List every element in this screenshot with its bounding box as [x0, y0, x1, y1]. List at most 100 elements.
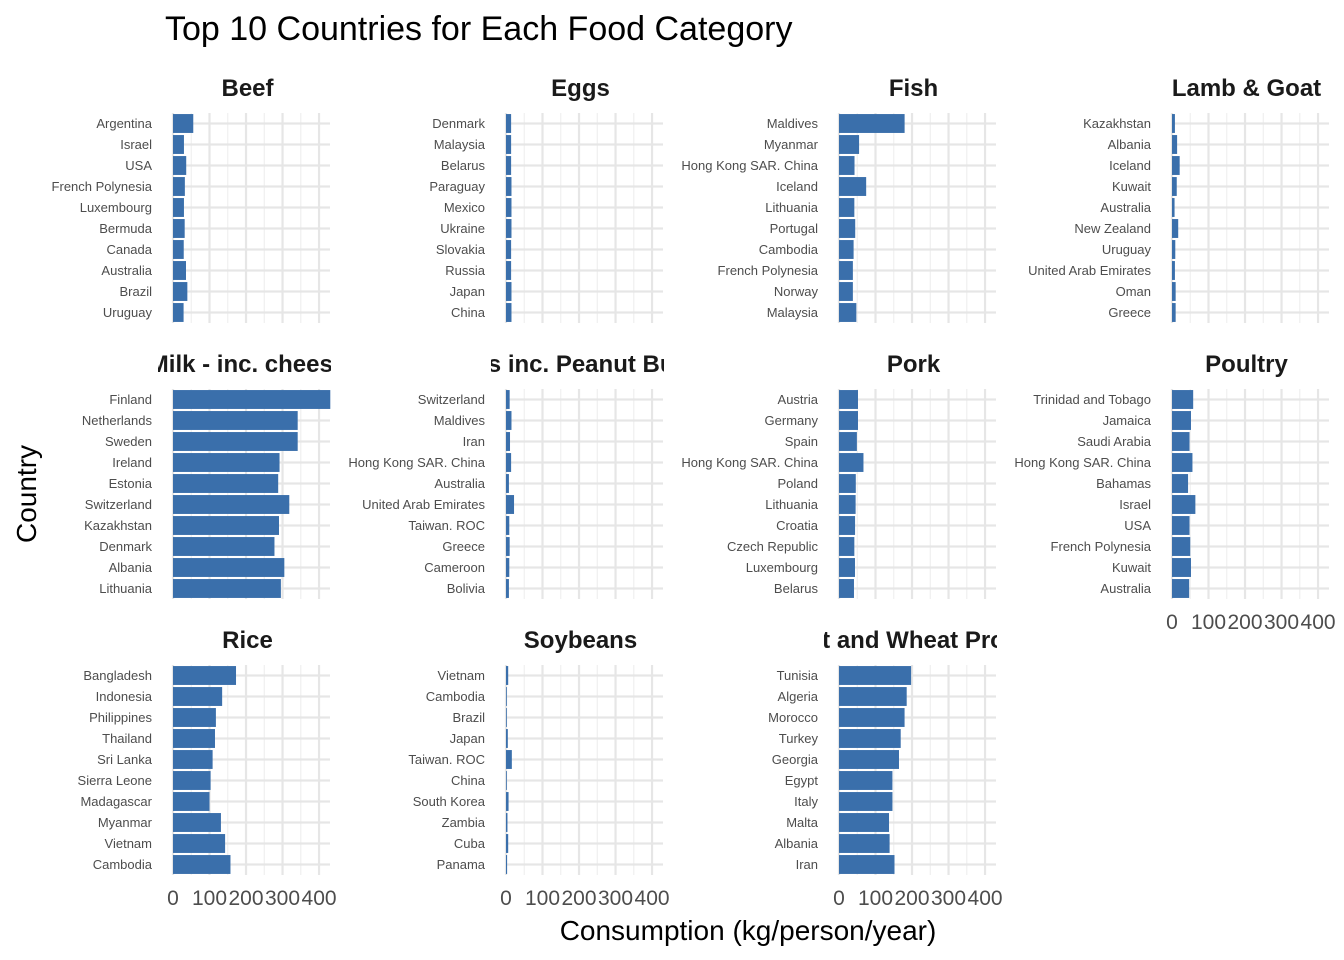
- category-label: Albania: [109, 560, 153, 575]
- bar: [839, 198, 855, 217]
- x-tick-label: 0: [1166, 611, 1178, 634]
- bar: [506, 198, 512, 217]
- bar: [173, 453, 280, 472]
- bar: [1172, 156, 1180, 175]
- category-label: China: [451, 305, 486, 320]
- category-label: Hong Kong SAR. China: [681, 455, 818, 470]
- facet-panel-pork: Pork Austria Germany Spain Hong Kong SAR. Ch…: [681, 351, 996, 599]
- category-label: Argentina: [96, 116, 152, 131]
- bar: [839, 219, 856, 238]
- facet-strip-label: Rice: [222, 627, 273, 654]
- category-label: Panama: [437, 857, 486, 872]
- bar: [506, 240, 512, 259]
- bar: [1172, 198, 1175, 217]
- bar: [839, 666, 912, 685]
- x-axis-title: Consumption (kg/person/year): [560, 915, 937, 946]
- category-label: Uruguay: [103, 305, 153, 320]
- category-label: Australia: [434, 476, 485, 491]
- bar: [1172, 219, 1179, 238]
- bar: [173, 390, 331, 409]
- category-label: Jamaica: [1103, 413, 1152, 428]
- category-label: New Zealand: [1074, 221, 1151, 236]
- category-label: Trinidad and Tobago: [1033, 392, 1151, 407]
- facet-strip-label: Pork: [887, 351, 941, 378]
- bar: [839, 792, 893, 811]
- category-label: United Arab Emirates: [362, 497, 485, 512]
- category-label: Luxembourg: [746, 560, 818, 575]
- category-label: Australia: [1100, 581, 1151, 596]
- category-label: Kuwait: [1112, 179, 1151, 194]
- bar: [506, 516, 510, 535]
- category-label: Israel: [1119, 497, 1151, 512]
- bar: [1172, 558, 1191, 577]
- category-label: South Korea: [413, 794, 486, 809]
- bar: [506, 558, 510, 577]
- bar: [506, 156, 512, 175]
- category-label: Finland: [109, 392, 152, 407]
- bar: [173, 729, 215, 748]
- category-label: Denmark: [432, 116, 485, 131]
- category-label: Maldives: [434, 413, 486, 428]
- bar: [506, 219, 512, 238]
- facet-panel-wheat-and-wheat-products: Wheat and Wheat Products Tunisia Algeria Mo…: [768, 627, 1003, 910]
- category-label: Australia: [1100, 200, 1151, 215]
- x-tick-label: 100: [1191, 611, 1226, 634]
- category-label: Kazakhstan: [84, 518, 152, 533]
- facet-panel-lamb-goat: Lamb & Goat Kazakhstan Albania Iceland Kuwai…: [1028, 75, 1329, 323]
- bar: [506, 390, 510, 409]
- facet-strip-label: Beef: [221, 75, 274, 102]
- bar: [173, 579, 281, 598]
- bar: [839, 303, 857, 322]
- bar: [506, 474, 509, 493]
- category-label: Bermuda: [99, 221, 153, 236]
- facet-strip-label: Fish: [889, 75, 938, 102]
- category-label: Hong Kong SAR. China: [348, 455, 485, 470]
- category-label: Mexico: [444, 200, 485, 215]
- category-label: Georgia: [772, 752, 819, 767]
- category-label: Malaysia: [767, 305, 819, 320]
- bar: [173, 495, 290, 514]
- category-label: Myanmar: [764, 137, 819, 152]
- x-tick-label: 0: [833, 887, 845, 910]
- category-label: Iceland: [1109, 158, 1151, 173]
- x-tick-label: 0: [167, 887, 179, 910]
- category-label: Indonesia: [96, 689, 153, 704]
- facet-panel-milk-inc-cheese: Milk - inc. cheese Finland Netherlands Swed…: [82, 351, 331, 599]
- bar: [173, 177, 185, 196]
- category-label: Portugal: [770, 221, 819, 236]
- x-tick-label: 0: [500, 887, 512, 910]
- bar: [173, 813, 221, 832]
- bar: [839, 240, 854, 259]
- bar: [173, 792, 210, 811]
- category-label: Taiwan. ROC: [408, 518, 485, 533]
- category-label: Japan: [450, 284, 485, 299]
- category-label: China: [451, 773, 486, 788]
- category-label: Egypt: [785, 773, 819, 788]
- bar: [173, 156, 187, 175]
- category-label: Belarus: [774, 581, 819, 596]
- category-label: Albania: [775, 836, 819, 851]
- bar: [839, 114, 905, 133]
- bar: [1172, 516, 1190, 535]
- facet-panel-poultry: Poultry Trinidad and Tobago Jamaica Saudi A…: [1014, 351, 1335, 634]
- x-tick-label: 400: [968, 887, 1003, 910]
- bar: [173, 219, 185, 238]
- bar: [839, 474, 856, 493]
- bar: [839, 813, 890, 832]
- bar: [173, 114, 194, 133]
- category-label: Brazil: [452, 710, 485, 725]
- bar: [839, 261, 853, 280]
- x-tick-label: 200: [228, 887, 263, 910]
- bar: [839, 537, 855, 556]
- bar: [506, 411, 512, 430]
- facet-panel-soybeans: Soybeans Vietnam Cambodia Brazil Japan Taiwan…: [408, 627, 669, 910]
- facet-panel-rice: Rice Bangladesh Indonesia Philippines Thaila…: [78, 627, 337, 910]
- facet-strip-label: Lamb & Goat: [1172, 75, 1321, 102]
- bar: [506, 282, 512, 301]
- category-label: Cuba: [454, 836, 486, 851]
- bar: [1172, 495, 1196, 514]
- bar: [506, 114, 512, 133]
- category-label: Czech Republic: [727, 539, 819, 554]
- bar: [839, 687, 907, 706]
